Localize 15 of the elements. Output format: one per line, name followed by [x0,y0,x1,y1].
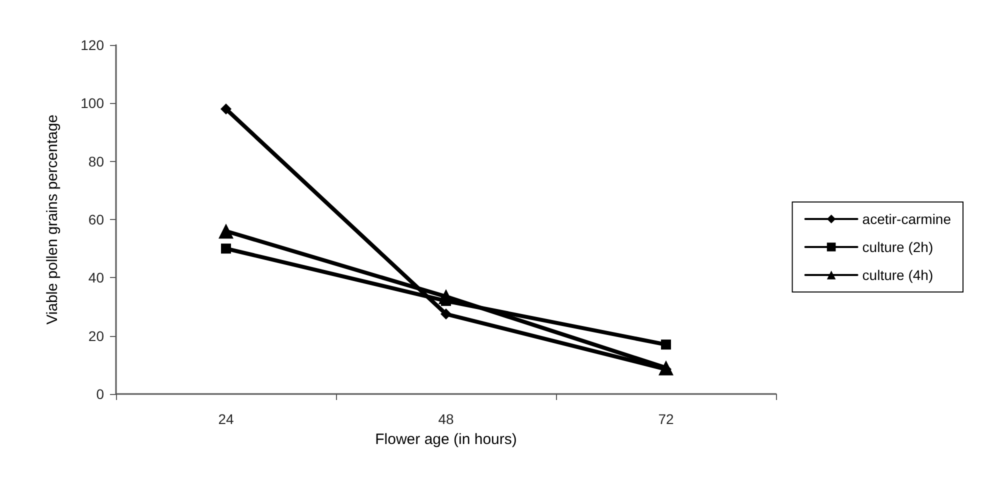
legend-label: acetir-carmine [862,211,952,227]
x-axis-title: Flower age (in hours) [375,431,517,448]
legend-label: culture (4h) [862,267,934,283]
y-tick-label: 60 [88,212,104,228]
x-tick-label: 24 [218,411,234,427]
y-tick-label: 20 [88,328,104,344]
legend-label: culture (2h) [862,239,934,255]
y-tick-label: 40 [88,270,104,286]
y-tick-label: 100 [80,95,104,112]
y-tick-label: 0 [96,386,104,402]
y-tick-label: 120 [80,37,104,53]
x-tick-label: 48 [438,411,454,427]
y-tick-label: 80 [88,153,104,170]
x-tick-label: 72 [658,411,674,427]
y-axis-title: Viable pollen grains percentage [44,114,61,324]
